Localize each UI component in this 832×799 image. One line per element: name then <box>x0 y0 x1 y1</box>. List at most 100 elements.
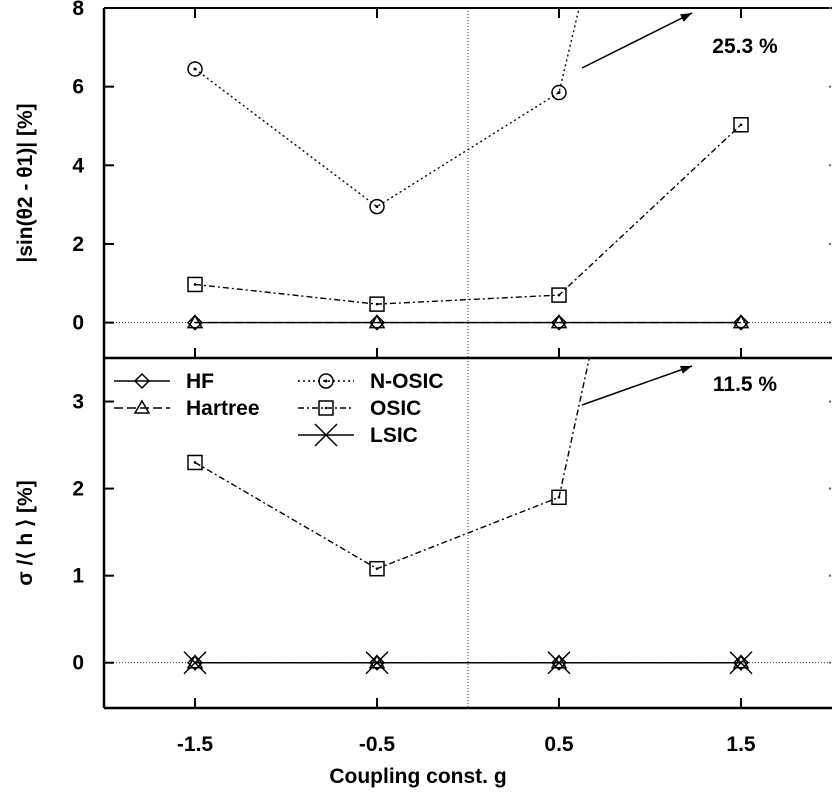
y-tick-label-bottom-1: 1 <box>72 565 84 588</box>
x-axis-label: Coupling const. g <box>329 765 506 788</box>
point-bottom-hartree-0 <box>186 654 204 669</box>
legend-marker-n-osic-ring <box>318 373 334 389</box>
text-layer: 0 2 4 6 8 |sin(θ2 - θ1)| [%] 25.3 % 0 1 2 3 -1.5 -0.… <box>14 0 778 788</box>
point-bottom-lsic-2 <box>547 651 571 675</box>
point-bottom-osic-1-dot <box>375 567 379 570</box>
annotation-bottom: 11.5 % <box>713 373 778 396</box>
point-top-hartree-2 <box>550 314 568 329</box>
series-layer <box>183 8 753 675</box>
series-line-top-osic <box>194 124 742 305</box>
y-tick-label-bottom-0: 0 <box>72 652 84 675</box>
right-tick-top-3 <box>828 85 832 88</box>
legend-label-lsic: LSIC <box>370 424 418 447</box>
x-tick-label-0: -1.5 <box>177 733 214 756</box>
point-bottom-hf-0 <box>186 654 204 671</box>
point-bottom-osic-2-dot <box>557 496 561 499</box>
point-top-osic-0-box <box>187 276 203 293</box>
point-top-n-osic-1-ring <box>369 198 385 215</box>
right-tick-top-1 <box>828 242 832 246</box>
point-bottom-osic-0-box <box>187 454 203 471</box>
legend-label-n-osic: N-OSIC <box>370 370 444 393</box>
point-top-osic-2 <box>551 287 567 303</box>
point-top-osic-2-dot <box>557 293 561 297</box>
y-tick-label-top-4: 8 <box>72 0 84 20</box>
right-tick-top-2 <box>828 164 832 167</box>
legend: HF Hartree N-OSIC OSIC LSIC <box>114 370 444 447</box>
point-bottom-osic-1-box <box>369 560 385 577</box>
point-top-n-osic-1 <box>369 198 385 215</box>
y-axis-label-bottom: σ /⟨ h ⟩ [%] <box>14 480 37 585</box>
point-top-hf-1 <box>368 314 386 331</box>
point-bottom-osic-1 <box>369 560 385 577</box>
point-top-osic-0-dot <box>193 283 197 286</box>
legend-marker-hf <box>133 372 151 390</box>
point-bottom-hf-1 <box>368 654 386 671</box>
point-bottom-osic-2-box <box>551 489 567 506</box>
x-tick-label-3: 1.5 <box>726 733 756 756</box>
point-bottom-hf-3 <box>732 654 750 671</box>
point-top-osic-3 <box>733 117 749 133</box>
legend-marker-osic <box>318 400 334 416</box>
point-bottom-osic-0-dot <box>193 461 197 464</box>
point-bottom-hartree-3 <box>732 654 750 669</box>
annotation-arrow-bottom <box>581 365 693 406</box>
right-tick-bottom-2 <box>828 487 832 490</box>
point-top-hf-0 <box>186 314 204 331</box>
point-top-n-osic-2-dot <box>557 91 561 95</box>
right-tick-bottom-1 <box>828 574 832 577</box>
y-tick-label-bottom-3: 3 <box>72 391 84 414</box>
point-top-osic-1-dot <box>375 302 379 306</box>
legend-marker-osic-dot <box>324 406 328 410</box>
axes-frame <box>102 6 832 710</box>
point-bottom-lsic-1 <box>365 651 389 675</box>
point-top-hartree-3 <box>732 314 750 329</box>
y-tick-label-top-2: 4 <box>72 154 84 177</box>
point-bottom-hf-2 <box>550 654 568 671</box>
point-top-n-osic-1-dot <box>375 205 379 209</box>
point-bottom-hartree-2 <box>550 654 568 669</box>
right-tick-top-0 <box>828 321 832 324</box>
legend-marker-osic-box <box>318 400 334 416</box>
legend-marker-hartree <box>133 399 151 414</box>
point-bottom-osic-2 <box>551 489 567 506</box>
annotation-arrowhead-bottom <box>680 365 692 374</box>
point-top-osic-1-box <box>369 296 385 312</box>
legend-label-hartree: Hartree <box>186 397 260 420</box>
legend-label-hf: HF <box>186 370 214 393</box>
x-tick-label-1: -0.5 <box>359 733 396 756</box>
annotation-arrow-top <box>581 12 693 69</box>
point-top-osic-2-box <box>551 287 567 303</box>
legend-label-osic: OSIC <box>370 397 421 420</box>
right-tick-bottom-3 <box>828 400 832 403</box>
point-top-hf-2 <box>550 314 568 331</box>
right-tick-bottom-0 <box>828 661 832 664</box>
point-top-n-osic-2 <box>551 84 567 101</box>
point-bottom-lsic-3 <box>729 651 753 675</box>
point-top-hf-3 <box>732 314 750 331</box>
point-bottom-lsic-0 <box>183 651 207 675</box>
point-top-osic-3-dot <box>739 123 743 127</box>
x-tick-label-2: 0.5 <box>544 733 574 756</box>
y-tick-label-bottom-2: 2 <box>72 478 84 501</box>
point-top-osic-3-box <box>733 117 749 133</box>
point-top-osic-0 <box>187 276 203 293</box>
series-line-bottom-osic <box>194 358 591 570</box>
point-top-osic-1 <box>369 296 385 312</box>
y-tick-label-top-3: 6 <box>72 76 84 99</box>
legend-marker-n-osic-dot <box>324 379 328 383</box>
annotation-arrowhead-top <box>680 13 692 22</box>
point-top-n-osic-0-dot <box>193 67 197 71</box>
y-axis-label-top: |sin(θ2 - θ1)| [%] <box>14 103 37 262</box>
point-bottom-osic-0 <box>187 454 203 471</box>
right-tick-top-4 <box>828 6 832 10</box>
point-top-n-osic-0 <box>187 61 203 77</box>
y-tick-label-top-1: 2 <box>72 233 84 256</box>
point-top-n-osic-0-ring <box>187 61 203 77</box>
point-bottom-hartree-1 <box>368 654 386 669</box>
point-top-n-osic-2-ring <box>551 84 567 101</box>
legend-marker-n-osic <box>318 373 334 389</box>
y-tick-label-top-0: 0 <box>72 312 84 335</box>
point-top-hartree-0 <box>186 314 204 329</box>
point-top-hartree-1 <box>368 314 386 329</box>
annotation-top: 25.3 % <box>712 35 778 58</box>
